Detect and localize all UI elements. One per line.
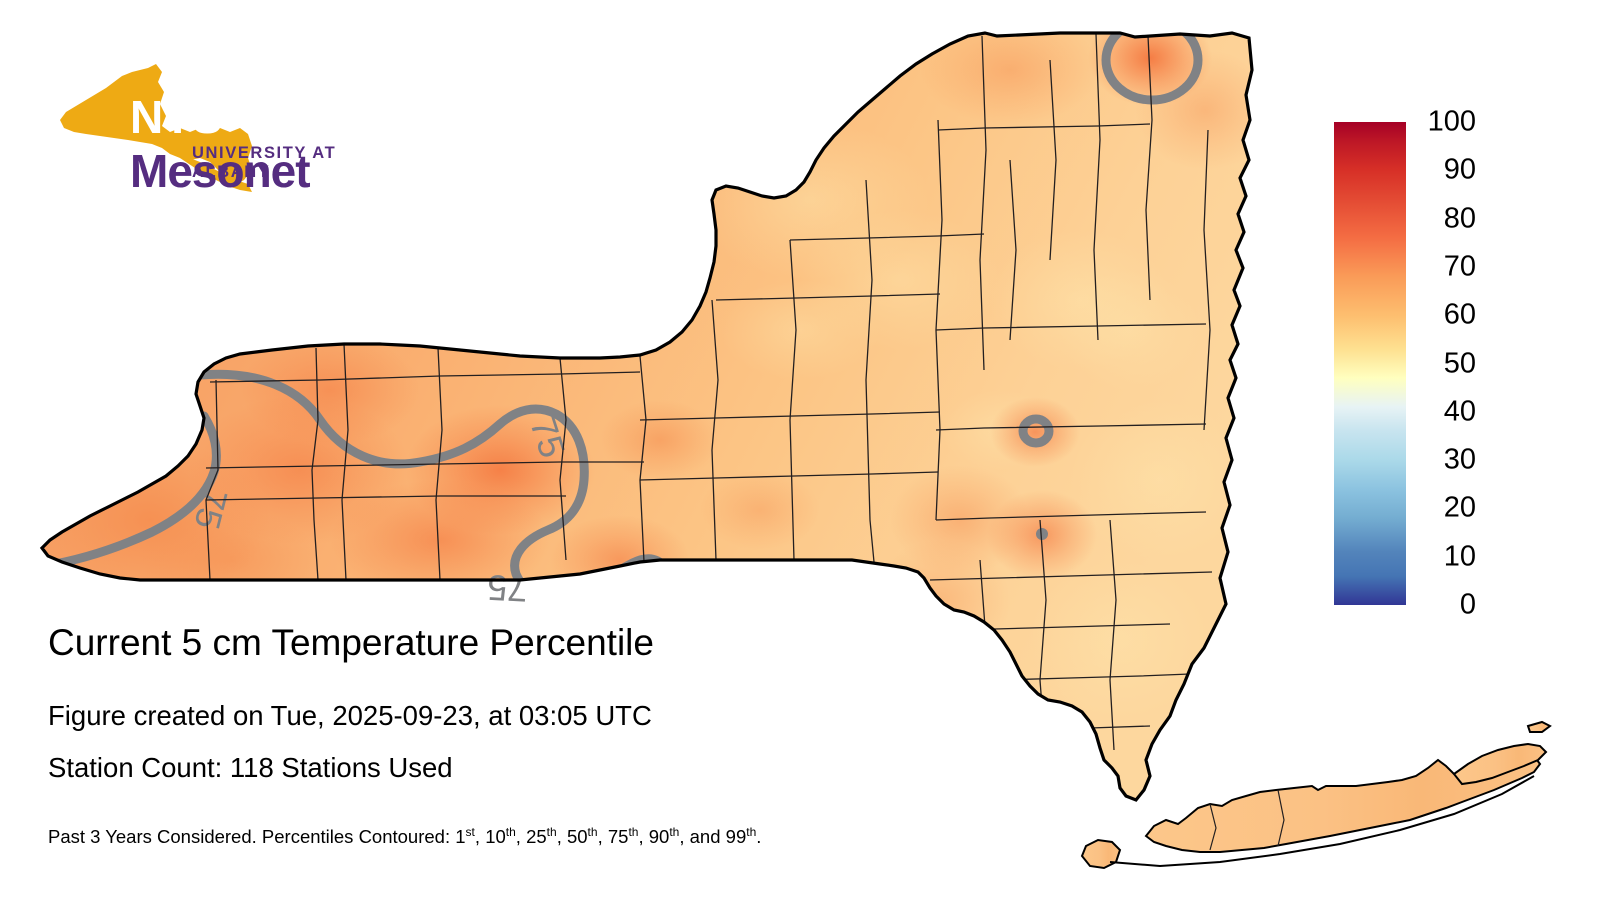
colorbar-tick-40: 40 (1443, 395, 1476, 428)
new-york-state-map: 75 75 75 (39, 31, 1254, 802)
station-count: Station Count: 118 Stations Used (48, 752, 453, 783)
contour-90-north (1101, 33, 1203, 105)
colorbar-tick-80: 80 (1443, 202, 1476, 235)
colorbar-tick-60: 60 (1443, 298, 1476, 331)
north-fork (1452, 742, 1548, 786)
colorbar-tick-20: 20 (1443, 491, 1476, 524)
page-title: Current 5 cm Temperature Percentile (48, 622, 654, 663)
colorbar-gradient (1334, 122, 1406, 605)
percentile-level-90: 90th (648, 825, 680, 848)
percentile-level-25: 25th (526, 825, 557, 848)
colorbar-tick-labels: 100 90 80 70 60 50 40 30 20 10 0 (1416, 106, 1476, 621)
colorbar-tick-30: 30 (1443, 443, 1476, 476)
creation-timestamp: Figure created on Tue, 2025-09-23, at 03… (48, 700, 652, 731)
percentile-level-1: 1st (455, 825, 475, 848)
logo-wordmark: NYS Mesonet (130, 90, 402, 198)
colorbar-tick-90: 90 (1443, 153, 1476, 186)
colorbar-tick-10: 10 (1443, 540, 1476, 573)
long-island-map (1050, 690, 1570, 890)
fishers-island (1526, 720, 1552, 733)
colorbar-tick-0: 0 (1459, 588, 1476, 621)
contour-75-erie (42, 411, 221, 571)
percentile-level-75: 75th (607, 825, 639, 848)
colorbar (1334, 122, 1406, 605)
percentile-level-99: 99th (725, 825, 757, 848)
contour-label-75-c: 75 (486, 567, 528, 610)
footnote: Past 3 Years Considered. Percentiles Con… (48, 825, 762, 848)
barrier-beach-line (1109, 775, 1535, 868)
logo-nys-text: NYS (130, 91, 223, 143)
staten-island (1080, 838, 1122, 870)
long-island-county-lines (1209, 789, 1285, 851)
new-york-state-silhouette-icon (60, 64, 252, 192)
colorbar-tick-50: 50 (1443, 347, 1476, 379)
contour-label-75-b: 75 (186, 485, 235, 534)
colorbar-tick-70: 70 (1443, 250, 1476, 283)
nys-mesonet-logo: NYS Mesonet UNIVERSITY AT ALBANY (52, 62, 402, 197)
logo-subtitle: UNIVERSITY AT ALBANY (192, 144, 337, 181)
state-outline (39, 31, 1254, 802)
contour-90-catskill (1018, 414, 1054, 448)
colorbar-tick-100: 100 (1427, 105, 1476, 138)
logo-mesonet-text: Mesonet (130, 145, 311, 197)
percentile-level-10: 10th (485, 825, 516, 848)
contour-90-dot (1036, 528, 1048, 540)
percentile-level-50: 50th (566, 825, 598, 848)
